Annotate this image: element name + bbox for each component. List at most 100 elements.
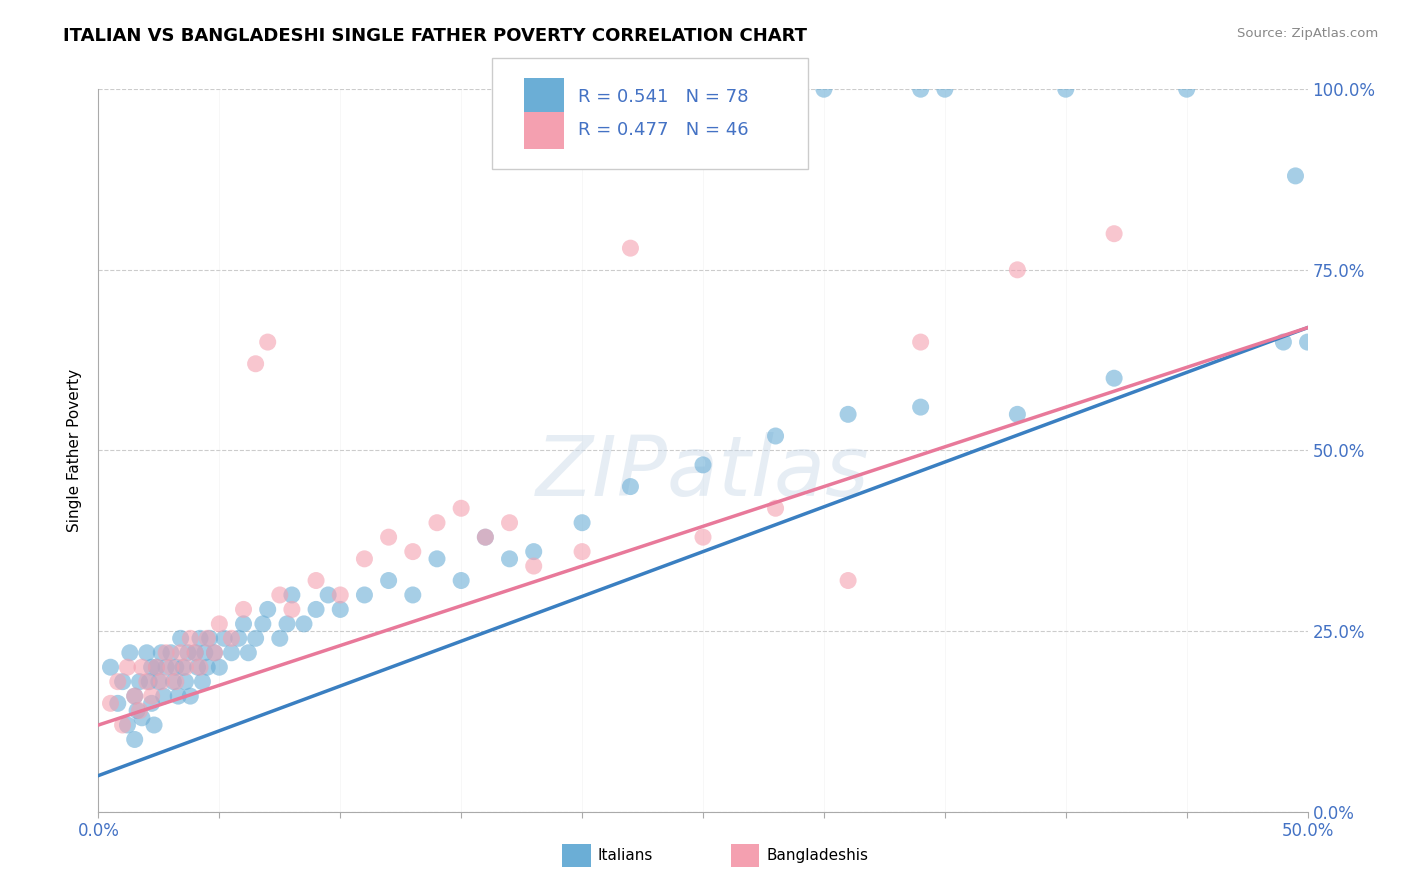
Point — [124, 732, 146, 747]
Point — [195, 632, 218, 646]
Point — [172, 660, 194, 674]
Point — [305, 602, 328, 616]
Point — [118, 646, 141, 660]
Point — [191, 674, 214, 689]
Point — [135, 674, 157, 689]
Point — [765, 82, 787, 96]
Point — [252, 616, 274, 631]
Point — [204, 646, 226, 660]
Point — [124, 689, 146, 703]
Point — [426, 551, 449, 566]
Text: ITALIAN VS BANGLADESHI SINGLE FATHER POVERTY CORRELATION CHART: ITALIAN VS BANGLADESHI SINGLE FATHER POV… — [63, 27, 807, 45]
Point — [402, 588, 425, 602]
Point — [571, 516, 593, 530]
Point — [1054, 82, 1077, 96]
Point — [148, 674, 170, 689]
Point — [174, 660, 197, 674]
Point — [256, 602, 278, 616]
Point — [316, 588, 339, 602]
Point — [523, 559, 546, 574]
Point — [179, 632, 201, 646]
Point — [1102, 371, 1125, 385]
Point — [245, 632, 267, 646]
Point — [208, 660, 231, 674]
Point — [145, 660, 167, 674]
Point — [765, 501, 787, 516]
Point — [160, 660, 183, 674]
Point — [117, 660, 139, 674]
Point — [174, 674, 197, 689]
Y-axis label: Single Father Poverty: Single Father Poverty — [67, 369, 83, 532]
Point — [910, 82, 932, 96]
Point — [377, 530, 399, 544]
Point — [195, 660, 218, 674]
Point — [141, 696, 163, 710]
Point — [228, 632, 250, 646]
Point — [131, 711, 153, 725]
Text: R = 0.477   N = 46: R = 0.477 N = 46 — [578, 121, 748, 139]
Point — [765, 429, 787, 443]
Point — [934, 82, 956, 96]
Point — [474, 530, 496, 544]
Point — [329, 602, 352, 616]
Point — [143, 718, 166, 732]
Point — [208, 616, 231, 631]
Point — [837, 574, 859, 588]
Point — [107, 674, 129, 689]
Point — [124, 689, 146, 703]
Point — [910, 334, 932, 349]
Text: Bangladeshis: Bangladeshis — [766, 848, 869, 863]
Point — [1007, 407, 1029, 421]
Point — [256, 334, 278, 349]
Point — [281, 602, 304, 616]
Point — [169, 632, 191, 646]
Point — [165, 660, 187, 674]
Point — [619, 480, 641, 494]
Point — [128, 674, 150, 689]
Point — [194, 646, 217, 660]
Point — [1272, 334, 1295, 349]
Point — [135, 646, 157, 660]
Point — [245, 357, 267, 371]
Text: Italians: Italians — [598, 848, 652, 863]
Point — [184, 646, 207, 660]
Point — [1007, 262, 1029, 277]
Point — [571, 544, 593, 558]
Point — [426, 516, 449, 530]
Point — [128, 704, 150, 718]
Point — [1296, 334, 1319, 349]
Point — [402, 544, 425, 558]
Point — [127, 704, 149, 718]
Point — [162, 674, 184, 689]
Point — [837, 407, 859, 421]
Point — [107, 696, 129, 710]
Point — [167, 689, 190, 703]
Point — [111, 674, 134, 689]
Point — [276, 616, 298, 631]
Point — [450, 574, 472, 588]
Point — [353, 588, 375, 602]
Point — [1102, 227, 1125, 241]
Point — [910, 400, 932, 414]
Point — [150, 674, 173, 689]
Point — [141, 689, 163, 703]
Point — [1175, 82, 1198, 96]
Point — [188, 632, 211, 646]
Point — [131, 660, 153, 674]
Point — [152, 689, 174, 703]
Point — [141, 660, 163, 674]
Point — [305, 574, 328, 588]
Point — [692, 458, 714, 472]
Point — [813, 82, 835, 96]
Point — [329, 588, 352, 602]
Point — [212, 632, 235, 646]
Point — [160, 646, 183, 660]
Point — [169, 646, 191, 660]
Point — [184, 646, 207, 660]
Point — [1284, 169, 1306, 183]
Point — [155, 646, 177, 660]
Point — [269, 632, 291, 646]
Point — [523, 544, 546, 558]
Point — [117, 718, 139, 732]
Point — [221, 632, 243, 646]
